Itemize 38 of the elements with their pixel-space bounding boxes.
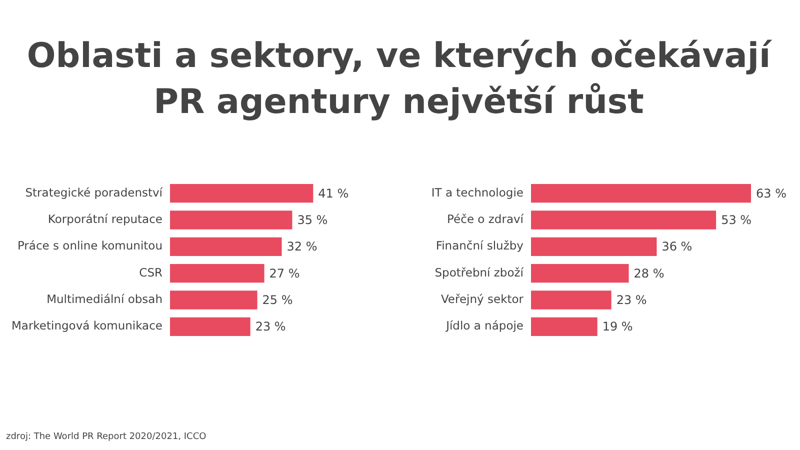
data-label: 53 % [721, 213, 752, 227]
bar [170, 290, 258, 310]
y-tick-label: Spotřební zboží [434, 265, 524, 280]
y-tick-label: Marketingová komunikace [11, 318, 162, 333]
data-label: 63 % [756, 186, 786, 200]
bar [531, 210, 716, 230]
y-tick-label: CSR [139, 265, 162, 280]
y-tick-label: Práce s online komunitou [17, 238, 162, 253]
data-label: 27 % [269, 266, 300, 280]
bar [531, 290, 612, 310]
bar [170, 264, 264, 283]
data-label: 23 % [255, 320, 286, 334]
data-label: 23 % [616, 293, 647, 307]
data-label: 32 % [286, 240, 318, 254]
data-label: 36 % [662, 240, 692, 254]
bar [531, 237, 657, 256]
text: zdroj: The World PR Report 2020/2021, ICCO [6, 432, 206, 442]
y-tick-label: Korporátní reputace [48, 212, 162, 226]
y-tick-label: Péče o zdraví [447, 212, 524, 226]
bar [170, 237, 282, 256]
y-tick-label: Veřejný sektor [440, 292, 524, 306]
bar [531, 184, 751, 203]
data-label: 28 % [634, 266, 664, 280]
bar [170, 210, 292, 230]
y-tick-label: Finanční služby [436, 238, 524, 253]
bar [170, 184, 314, 203]
bar [531, 264, 629, 283]
data-label: 35 % [297, 213, 328, 227]
y-tick-label: IT a technologie [431, 185, 524, 200]
y-tick-label: Strategické poradenství [25, 185, 164, 200]
data-label: 19 % [602, 320, 633, 334]
bar [531, 317, 598, 336]
data-label: 25 % [262, 293, 293, 307]
y-tick-label: Jídlo a nápoje [445, 318, 524, 333]
bar [170, 317, 250, 336]
data-label: 41 % [318, 186, 349, 200]
y-tick-label: Multimediální obsah [46, 292, 162, 306]
text: Oblasti a sektory, ve kterých očekávají PR agentury největší růst [26, 36, 773, 122]
